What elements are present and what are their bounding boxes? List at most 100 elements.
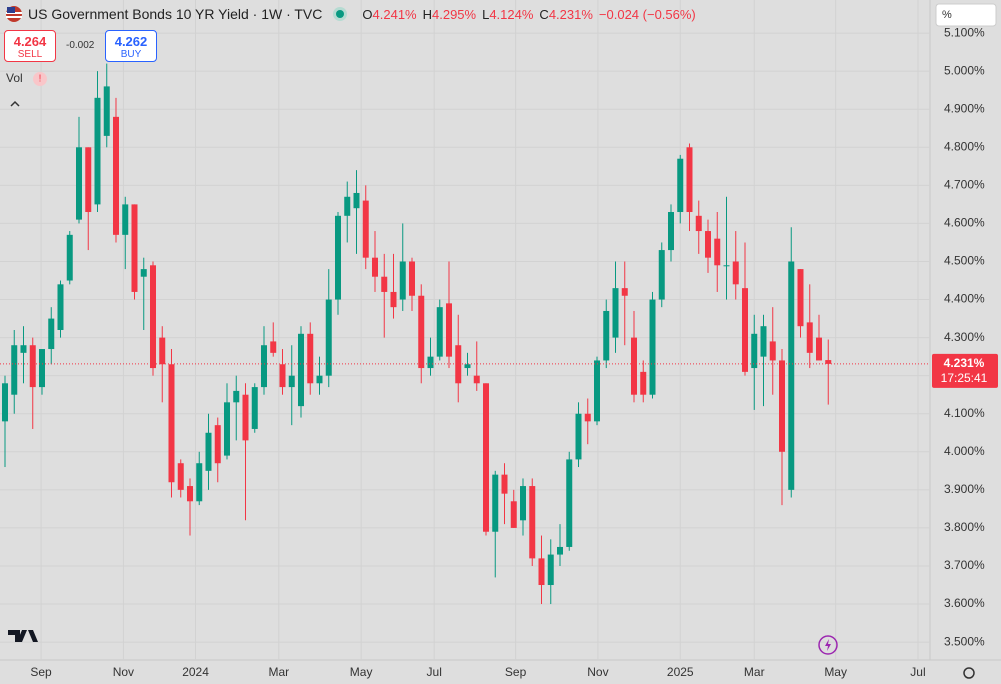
candle-body — [519, 486, 526, 521]
candle-body — [205, 432, 212, 471]
candle-body — [149, 265, 156, 369]
candle-body — [29, 345, 36, 388]
buy-price: 4.262 — [114, 34, 148, 49]
candle-body — [75, 147, 82, 220]
candle-body — [223, 402, 230, 456]
candle-body — [1, 383, 8, 422]
ohlc-key: H — [422, 6, 432, 22]
buy-button[interactable]: 4.262 BUY — [105, 30, 157, 62]
y-tick-label: 4.600% — [944, 216, 985, 230]
y-tick-label: 4.900% — [944, 101, 985, 115]
y-tick-label: 4.000% — [944, 444, 985, 458]
y-tick-label: 3.600% — [944, 596, 985, 610]
candle-body — [556, 546, 563, 555]
x-tick-label: Jul — [427, 665, 442, 679]
candle-body — [196, 463, 203, 502]
ohlc-legend: O 4.241% H 4.295% L 4.124% C 4.231% — [356, 7, 593, 22]
candle-body — [741, 288, 748, 372]
candle-body — [270, 341, 277, 353]
grid — [0, 0, 930, 660]
candle-body — [769, 341, 776, 361]
candle-body — [66, 234, 73, 281]
candle-body — [760, 326, 767, 357]
candle-body — [825, 360, 832, 364]
candle-body — [751, 333, 758, 369]
x-tick-label: 2024 — [182, 665, 209, 679]
ohlc-value: 4.241% — [372, 6, 417, 22]
candle-body — [788, 261, 795, 490]
candle-body — [57, 284, 64, 330]
candle-body — [445, 303, 452, 357]
candle-body — [297, 333, 304, 407]
candle-body — [20, 345, 27, 353]
header: US Government Bonds 10 YR Yield · 1W · T… — [0, 4, 696, 24]
candle-body — [667, 212, 674, 251]
candle-body — [381, 276, 388, 292]
tv-logo — [8, 630, 38, 642]
y-tick-label: 4.700% — [944, 178, 985, 192]
candle-body — [214, 425, 221, 464]
candle-body — [473, 375, 480, 384]
candle-body — [640, 371, 647, 395]
x-tick-label: Sep — [30, 665, 52, 679]
candle-body — [797, 269, 804, 327]
candle-body — [686, 147, 693, 213]
y-tick-label: 5.100% — [944, 25, 985, 39]
candle-body — [547, 554, 554, 586]
candle-body — [575, 413, 582, 460]
spread: -0.002 — [66, 40, 95, 51]
candle-body — [501, 474, 508, 494]
candle-body — [436, 307, 443, 357]
candle-body — [704, 231, 711, 258]
candle-body — [584, 413, 591, 422]
y-tick-label: 4.300% — [944, 330, 985, 344]
candle-body — [732, 261, 739, 285]
ohlc-value: 4.124% — [489, 6, 534, 22]
volume-label: Vol — [6, 71, 23, 85]
x-tick-label: Nov — [587, 665, 608, 679]
collapse-icon[interactable] — [10, 100, 20, 107]
x-tick-label: Sep — [505, 665, 527, 679]
last-price-tag — [932, 353, 998, 388]
candle-body — [603, 310, 610, 361]
y-tick-label: 4.100% — [944, 406, 985, 420]
flag-icon — [6, 6, 22, 22]
sell-button[interactable]: 4.264 SELL — [4, 30, 56, 62]
y-tick-label: 4.400% — [944, 292, 985, 306]
candle-body — [815, 337, 822, 361]
candle-body — [723, 265, 730, 267]
change: −0.024 (−0.56%) — [598, 6, 696, 22]
candle-body — [492, 474, 499, 532]
candle-body — [159, 337, 166, 365]
candle-body — [344, 196, 351, 216]
x-tick-label: Nov — [113, 665, 134, 679]
candles — [0, 63, 930, 605]
candle-body — [186, 486, 193, 502]
candle-body — [94, 97, 101, 205]
countdown: 17:25:41 — [941, 371, 988, 385]
unit-box[interactable] — [935, 3, 997, 27]
x-tick-label: 2025 — [667, 665, 694, 679]
candle-body — [251, 387, 258, 429]
candle-body — [621, 288, 628, 296]
settings-icon[interactable] — [963, 667, 975, 679]
y-tick-label: 3.800% — [944, 520, 985, 534]
candle-body — [362, 200, 369, 258]
candle-body — [630, 337, 637, 395]
ohlc-value: 4.231% — [548, 6, 593, 22]
candle-body — [334, 215, 341, 300]
candle-body — [242, 394, 249, 441]
warning-icon[interactable] — [33, 72, 47, 86]
chart-title: US Government Bonds 10 YR Yield · 1W · T… — [28, 6, 323, 22]
candle-body — [288, 375, 295, 388]
candle-body — [677, 158, 684, 213]
warning-glyph: ! — [39, 74, 42, 85]
lightning-icon[interactable] — [818, 635, 838, 655]
candle-body — [806, 322, 813, 353]
candle-body — [482, 383, 489, 532]
candle-body — [390, 291, 397, 308]
candle-body — [325, 299, 332, 376]
axes: 3.500% 3.600% 3.700% 3.800% 3.900% 4.000% 4.10… — [30, 25, 998, 679]
